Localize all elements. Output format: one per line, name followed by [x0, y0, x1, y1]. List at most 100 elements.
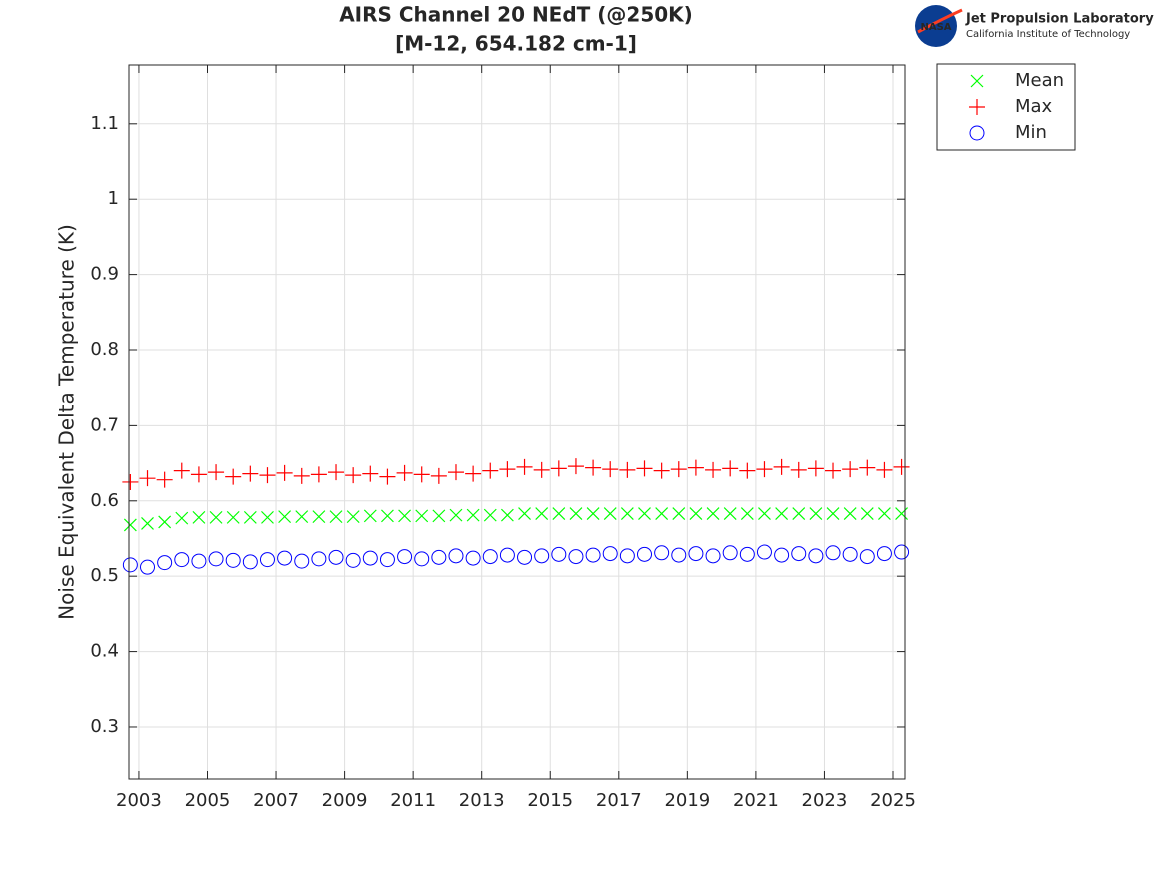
logo-badge-circle [915, 5, 957, 47]
point [791, 546, 807, 562]
point [689, 507, 703, 521]
point [655, 507, 669, 521]
x-tick-label: 2007 [253, 790, 299, 811]
point [535, 507, 549, 521]
x-tick-label: 2005 [185, 790, 231, 811]
y-tick-label: 0.5 [90, 565, 119, 586]
point [414, 551, 430, 567]
point [843, 507, 857, 521]
legend-marker [970, 74, 984, 88]
point [723, 507, 737, 521]
point [448, 548, 464, 564]
point [842, 461, 859, 478]
point [261, 510, 274, 524]
legend-box [936, 63, 1076, 151]
point [278, 510, 292, 524]
point [567, 458, 584, 475]
point [276, 464, 293, 481]
point [792, 507, 806, 521]
legend-marker [969, 99, 985, 115]
point [568, 549, 584, 565]
legend-label: Mean [1015, 70, 1064, 91]
x-tick-label: 2025 [870, 790, 916, 811]
point [312, 510, 326, 524]
point [688, 546, 704, 562]
point [603, 507, 617, 521]
x-tick-label: 2003 [116, 790, 162, 811]
x-tick-label: 2017 [596, 790, 642, 811]
point [449, 508, 463, 522]
point [482, 549, 498, 565]
point [311, 551, 327, 567]
point [465, 465, 482, 482]
point [294, 553, 310, 569]
point [465, 550, 481, 566]
point [396, 464, 413, 481]
point [602, 546, 618, 562]
y-tick-label: 1.1 [90, 113, 119, 134]
y-tick-label: 0.6 [90, 490, 119, 511]
point [876, 461, 893, 478]
point [619, 548, 635, 564]
point [808, 548, 824, 564]
x-tick-label: 2019 [664, 790, 710, 811]
x-tick-label: 2011 [390, 790, 436, 811]
point [158, 515, 172, 529]
point [499, 461, 516, 478]
point [534, 548, 550, 564]
legend-label: Max [1015, 96, 1053, 117]
point [140, 559, 156, 575]
point [895, 507, 908, 521]
point [807, 460, 824, 477]
point [259, 552, 275, 568]
point [430, 467, 447, 484]
point [775, 507, 789, 521]
point [740, 507, 754, 521]
point [586, 507, 600, 521]
point [157, 555, 173, 571]
point [739, 546, 755, 562]
point [362, 465, 379, 482]
point [346, 510, 360, 524]
point [139, 470, 156, 487]
point [500, 508, 514, 522]
point [859, 459, 876, 476]
point [329, 510, 343, 524]
point [550, 460, 567, 477]
point [328, 549, 344, 565]
y-tick-label: 0.3 [90, 716, 119, 737]
point [687, 459, 704, 476]
point [466, 508, 480, 522]
point [431, 549, 447, 565]
plot-area [129, 65, 905, 779]
point [122, 557, 138, 573]
point [620, 507, 634, 521]
chart-title: AIRS Channel 20 NEdT (@250K) [339, 3, 693, 27]
x-tick-label: 2023 [802, 790, 848, 811]
x-tick-label: 2021 [733, 790, 779, 811]
point [208, 551, 224, 567]
point [174, 552, 190, 568]
point [773, 458, 790, 475]
point [842, 546, 858, 562]
point [499, 547, 515, 563]
y-tick-label: 0.7 [90, 414, 119, 435]
axes-box [128, 64, 906, 780]
point [654, 545, 670, 561]
point [636, 460, 653, 477]
point [191, 553, 207, 569]
point [551, 546, 567, 562]
point [209, 510, 223, 524]
point [243, 510, 257, 524]
x-tick-label: 2015 [527, 790, 573, 811]
point [672, 507, 686, 521]
point [398, 509, 412, 523]
point [585, 459, 602, 476]
point [893, 458, 910, 475]
point [516, 458, 533, 475]
point [619, 461, 636, 478]
point [225, 468, 242, 485]
point [122, 473, 139, 490]
point [156, 471, 173, 488]
